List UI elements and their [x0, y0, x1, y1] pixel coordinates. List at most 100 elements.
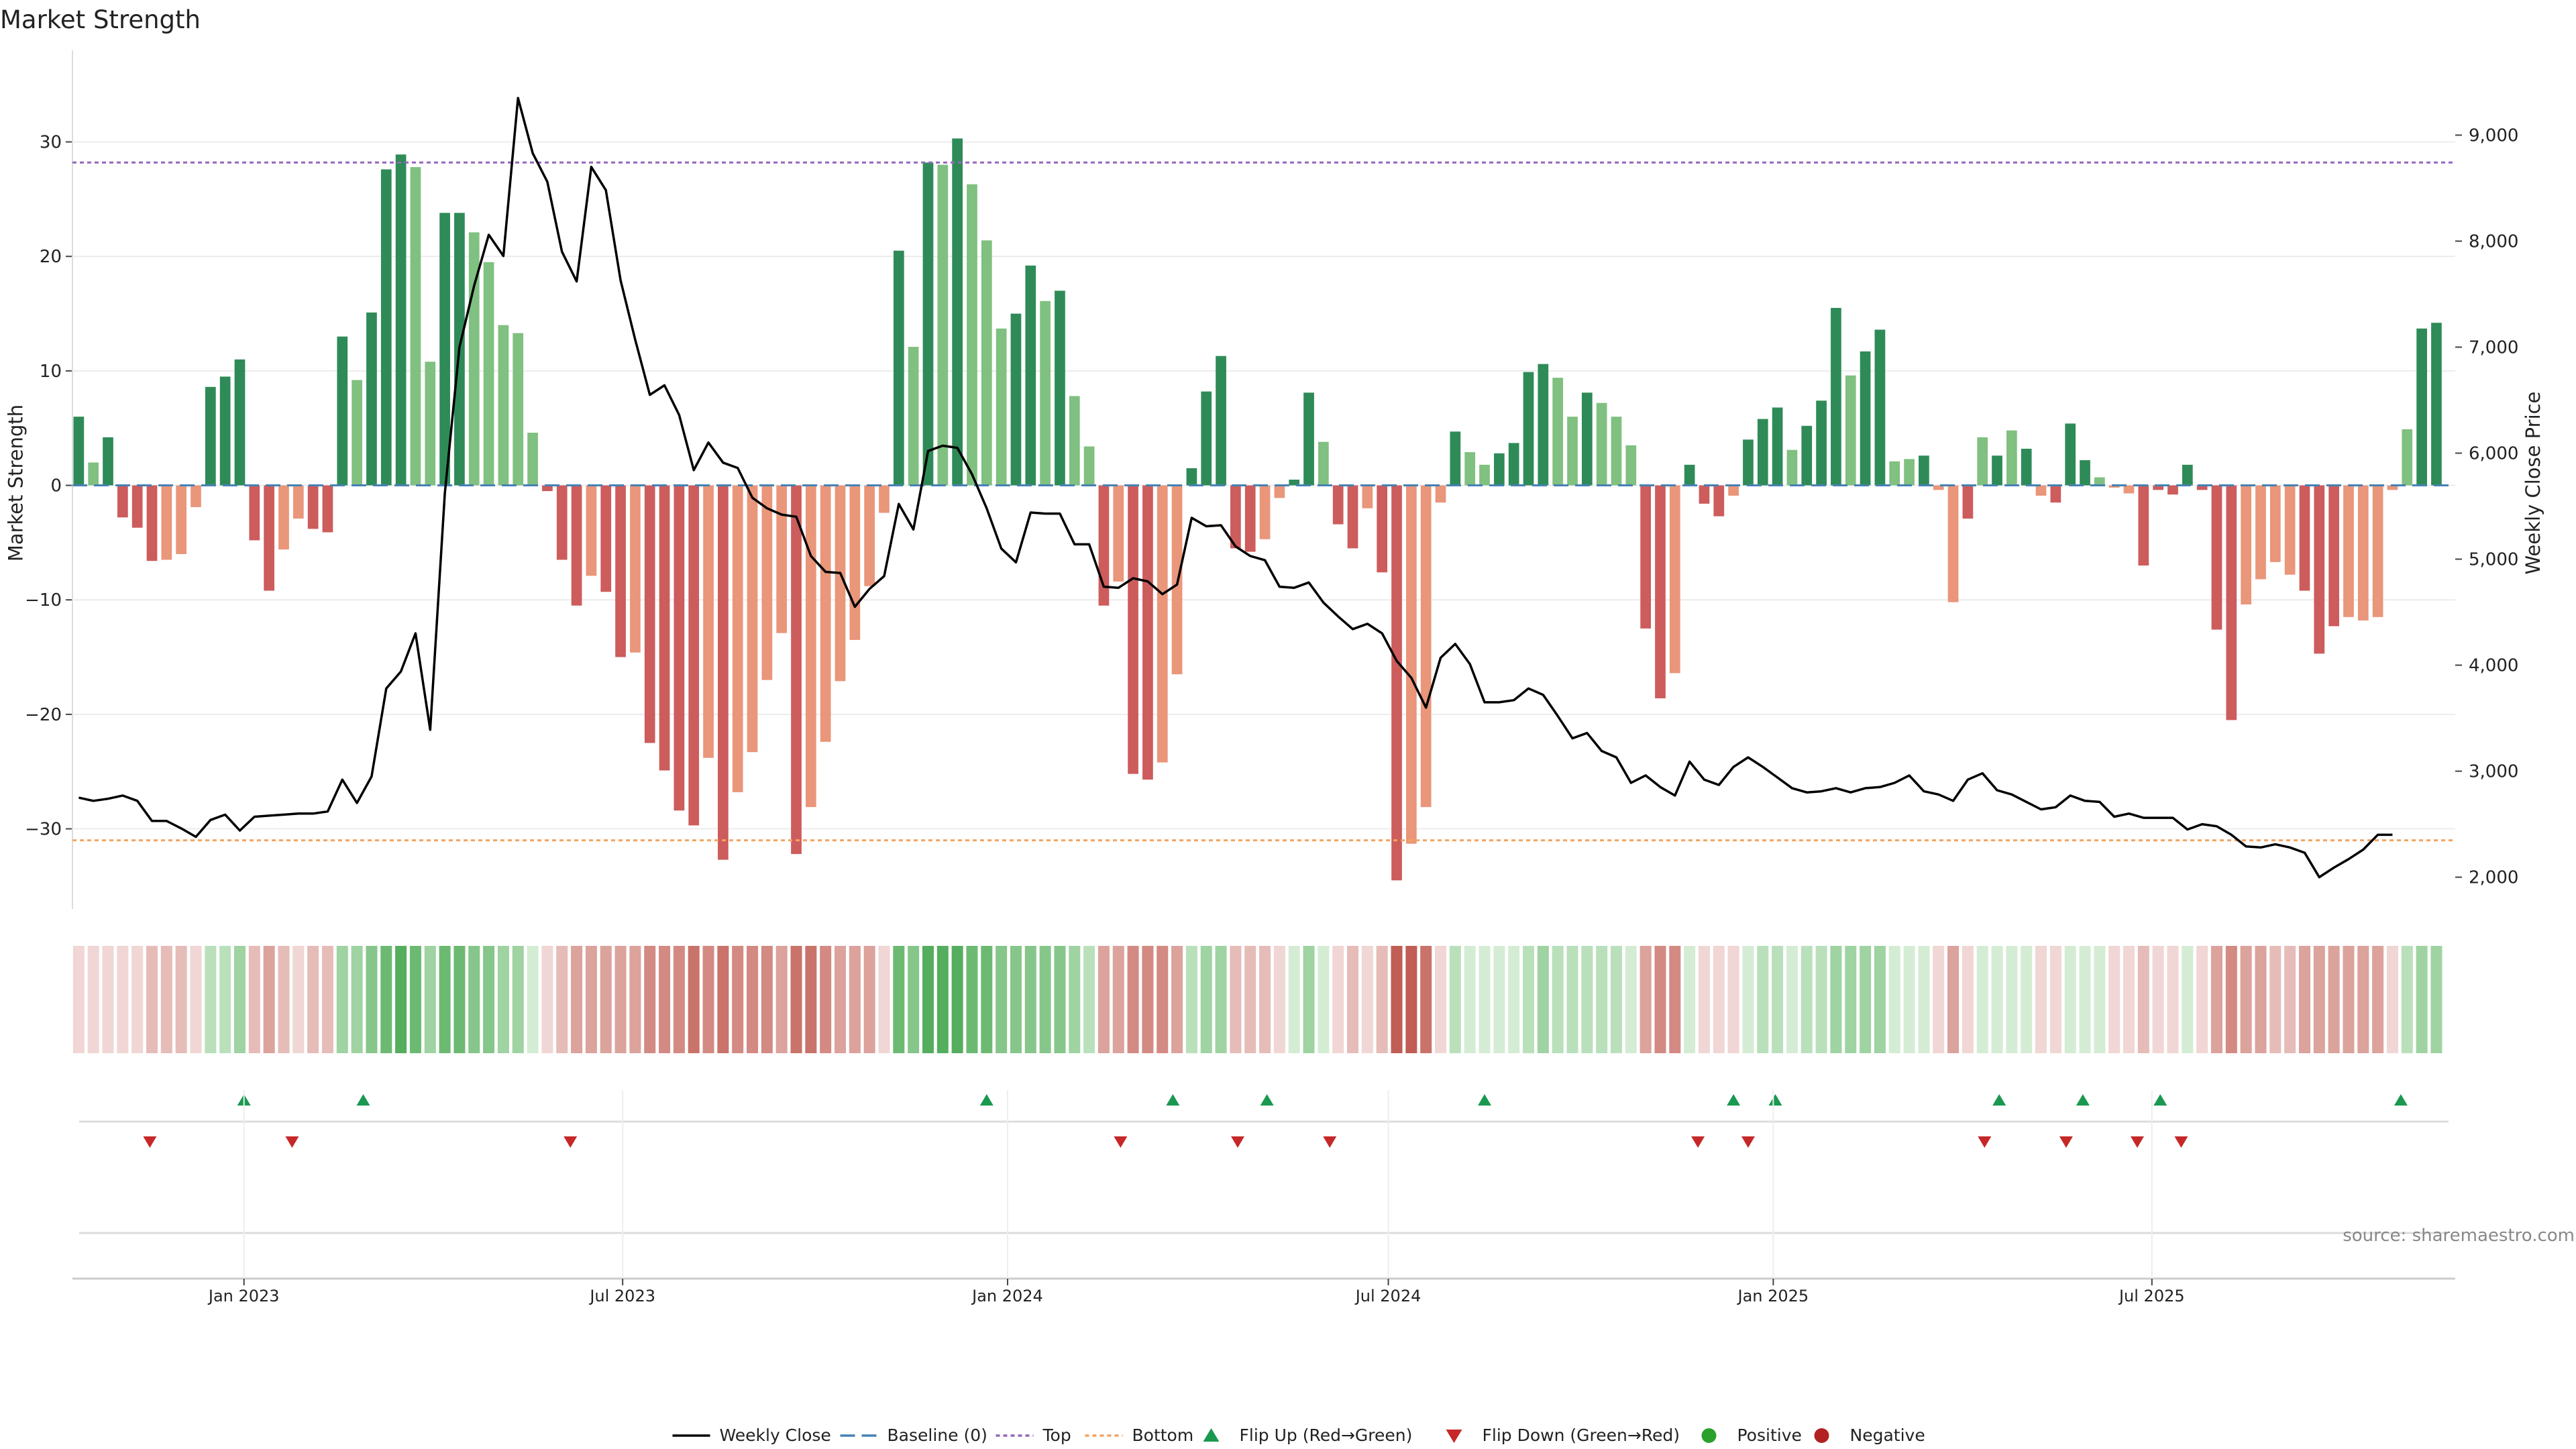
strength-bar [659, 485, 670, 771]
heat-cell [790, 946, 802, 1053]
strength-bar [527, 433, 538, 486]
strength-bar [2343, 485, 2354, 617]
strength-bar [1244, 485, 1256, 552]
strength-bar [2065, 423, 2076, 486]
heat-cell [1405, 946, 1417, 1053]
strength-bar [776, 485, 788, 633]
heat-cell [2137, 946, 2149, 1053]
heat-cell [1318, 946, 1330, 1053]
heat-cell [468, 946, 480, 1053]
strength-bar [718, 485, 729, 860]
heat-cell [1976, 946, 1988, 1053]
heat-cell [629, 946, 641, 1053]
strength-bar [1113, 485, 1124, 582]
heat-cell [439, 946, 451, 1053]
x-tick-label: Jan 2023 [207, 1287, 280, 1305]
strength-bar [2402, 429, 2413, 486]
heat-cell [673, 946, 685, 1053]
strength-bar [264, 485, 275, 591]
strength-bar [249, 485, 260, 541]
strength-bar [2328, 485, 2339, 627]
strength-bar [556, 485, 568, 560]
legend-label: Baseline (0) [888, 1426, 987, 1445]
strength-bar [1083, 446, 1095, 486]
heat-cell [336, 946, 348, 1053]
strength-bar [2269, 485, 2281, 562]
heat-cell [131, 946, 144, 1053]
strength-bar [630, 485, 641, 653]
strength-bars [73, 138, 2442, 881]
strength-bar [937, 164, 949, 486]
left-tick-label: 20 [40, 247, 62, 267]
strength-bar [1860, 351, 1871, 486]
legend-label: Top [1042, 1426, 1071, 1445]
flip-down-marker [1114, 1136, 1128, 1148]
strength-bar [73, 417, 85, 486]
strength-bar [278, 485, 289, 550]
strength-bar [1786, 449, 1798, 486]
heat-cell [556, 946, 568, 1053]
strength-bar [1377, 485, 1388, 573]
x-axis: Jan 2023 Jul 2023 Jan 2024 Jul 2024 Jan 2025… [72, 1090, 2455, 1305]
strength-bar [1655, 485, 1666, 698]
strength-bar [2255, 485, 2266, 580]
left-tick-label: 10 [40, 362, 62, 382]
strength-bar [191, 485, 201, 507]
heat-cell [1069, 946, 1081, 1053]
strength-bar [1347, 485, 1358, 549]
heat-cell [936, 946, 949, 1053]
strength-bar [2006, 430, 2017, 486]
legend-item: Top [996, 1426, 1071, 1445]
legend-swatch [1446, 1430, 1462, 1443]
heat-cell [600, 946, 612, 1053]
strength-bar [864, 485, 875, 586]
strength-bar [1128, 485, 1138, 774]
strength-bar [161, 485, 172, 560]
heat-cell [1918, 946, 1930, 1053]
heat-cell [2357, 946, 2369, 1053]
strength-bar [1757, 419, 1768, 486]
heat-cell [1347, 946, 1359, 1053]
heat-cell [278, 946, 290, 1053]
legend-label: Weekly Close [720, 1426, 831, 1445]
strength-bar [835, 485, 846, 682]
heat-cell [908, 946, 920, 1053]
strength-bar [2138, 485, 2149, 566]
heat-cell [424, 946, 436, 1053]
heat-cell [1464, 946, 1476, 1053]
strength-bar [1479, 464, 1490, 486]
strength-bar [1669, 485, 1680, 674]
strength-bar [513, 333, 524, 486]
heat-cell [893, 946, 905, 1053]
heat-cell [2152, 946, 2164, 1053]
heat-cell [2196, 946, 2208, 1053]
heat-cell [775, 946, 788, 1053]
heat-cell [761, 946, 773, 1053]
strength-bar [1845, 375, 1856, 486]
strength-bar [1391, 485, 1402, 881]
heat-cell [1537, 946, 1549, 1053]
flip-up-marker [2076, 1094, 2090, 1106]
heat-cell [117, 946, 129, 1053]
legend-item: Weekly Close [672, 1426, 831, 1445]
strength-bar [131, 485, 143, 528]
heat-cell [1435, 946, 1447, 1053]
strength-bar [1040, 301, 1051, 486]
strength-bar [2241, 485, 2252, 605]
heat-cell [1493, 946, 1505, 1053]
heat-cell [1376, 946, 1388, 1053]
heat-cell [1449, 946, 1461, 1053]
strength-bar [2416, 328, 2427, 486]
flip-up-marker [2153, 1094, 2167, 1106]
left-axis-label: Market Strength [5, 405, 28, 561]
strength-bar [2050, 485, 2061, 503]
heat-cell [1684, 946, 1696, 1053]
heat-cell [966, 946, 978, 1053]
strength-bar [1362, 485, 1373, 508]
heat-cell [1112, 946, 1124, 1053]
heat-cell [878, 946, 890, 1053]
strength-bar [981, 240, 992, 486]
heat-cell [1522, 946, 1535, 1053]
heat-cell [527, 946, 539, 1053]
